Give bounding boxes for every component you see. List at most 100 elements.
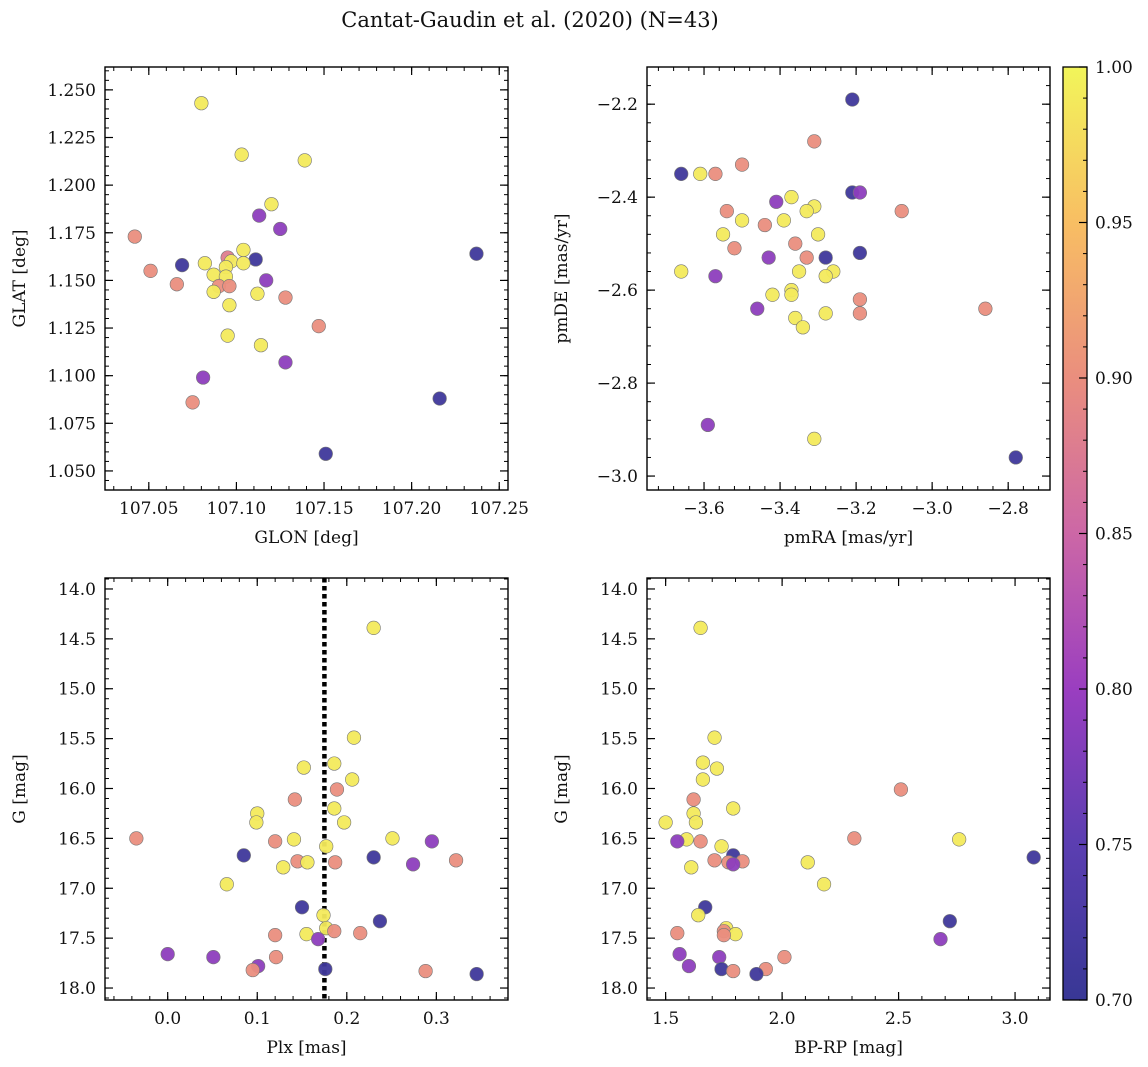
data-point <box>297 153 312 168</box>
data-point <box>818 269 833 284</box>
data-point <box>799 250 814 265</box>
y-tick-label: 16.0 <box>600 780 638 800</box>
data-point <box>757 217 772 233</box>
data-point <box>366 620 381 635</box>
data-point <box>248 252 263 267</box>
data-point <box>469 966 484 982</box>
y-tick-label: 15.5 <box>600 730 638 750</box>
data-point <box>245 962 260 978</box>
axes-frame <box>104 66 509 491</box>
panel-glon-glat: 107.05 107.10 107.15 107.20 107.25 1.050 1.075… <box>10 66 529 548</box>
data-point <box>709 761 724 776</box>
data-point <box>691 908 706 923</box>
data-point <box>776 213 791 228</box>
x-axis-label: BP-RP [mag] <box>794 1038 903 1058</box>
axes-frame <box>104 577 509 1001</box>
data-point <box>286 832 302 847</box>
y-tick-label: 17.0 <box>600 879 638 899</box>
x-tick-label: −3.0 <box>912 499 953 519</box>
data-point <box>278 290 293 305</box>
data-point <box>695 772 711 787</box>
data-point <box>670 926 685 941</box>
x-axis-label: GLON [deg] <box>254 528 358 548</box>
data-point <box>366 850 381 865</box>
data-point <box>174 258 190 273</box>
data-point <box>268 950 284 965</box>
axes-frame <box>646 66 1051 491</box>
y-tick-label: 14.0 <box>58 580 96 600</box>
data-point <box>952 832 967 847</box>
data-point <box>278 355 293 370</box>
data-point <box>726 801 741 816</box>
data-point <box>942 914 957 929</box>
data-point <box>712 950 727 965</box>
y-tick-label: 16.0 <box>58 780 96 800</box>
x-axis-label: pmRA [mas/yr] <box>784 528 913 548</box>
data-point <box>933 932 948 947</box>
data-point <box>670 834 685 849</box>
data-point <box>816 877 832 892</box>
data-point <box>777 950 792 965</box>
data-point <box>249 815 264 830</box>
y-tick-label: 18.0 <box>600 979 638 999</box>
data-point <box>726 857 741 872</box>
data-point <box>259 273 274 288</box>
x-tick-label: 3.0 <box>1002 1009 1029 1029</box>
x-tick-label: 0.2 <box>333 1009 360 1029</box>
y-tick-label: 1.200 <box>47 176 96 196</box>
y-tick-label: 1.100 <box>47 367 96 387</box>
y-tick-label: 1.250 <box>47 81 96 101</box>
data-point <box>316 908 331 923</box>
data-point <box>206 284 221 299</box>
y-axis-label: G [mag] <box>10 754 30 823</box>
data-point <box>424 834 439 849</box>
data-point <box>196 370 211 385</box>
data-point <box>708 166 723 182</box>
data-point <box>714 961 729 977</box>
data-point <box>1008 450 1023 465</box>
data-point <box>319 839 334 854</box>
y-tick-label: 14.5 <box>600 630 638 650</box>
data-point <box>1026 850 1041 865</box>
data-point <box>788 310 803 326</box>
y-tick-label: 14.5 <box>58 630 96 650</box>
y-tick-label: 18.0 <box>58 979 96 999</box>
data-point <box>734 213 750 228</box>
panel-bprp-g: 1.5 2.0 2.5 3.0 14.0 14.5 15.0 15.5 16.0 16.5 17.0… <box>552 577 1051 1058</box>
y-tick-label: 17.5 <box>58 929 96 949</box>
y-tick-label: 1.150 <box>47 271 96 291</box>
data-point <box>219 877 234 892</box>
y-tick-label: −2.8 <box>597 374 638 394</box>
data-point <box>769 194 784 209</box>
data-point <box>405 857 421 872</box>
data-point <box>894 203 909 219</box>
x-tick-label: 107.20 <box>382 499 441 519</box>
data-point <box>345 772 360 787</box>
y-tick-label: 14.0 <box>600 580 638 600</box>
data-point <box>726 963 741 979</box>
data-point <box>222 298 237 313</box>
x-tick-label: 0.0 <box>154 1009 181 1029</box>
data-point <box>750 301 765 316</box>
data-point <box>693 166 708 182</box>
data-point <box>129 831 144 846</box>
data-point <box>818 250 833 265</box>
y-tick-label: 1.125 <box>47 319 96 339</box>
x-tick-label: 0.3 <box>423 1009 450 1029</box>
data-point <box>294 900 310 915</box>
y-tick-label: −2.4 <box>597 188 638 208</box>
y-tick-label: 1.075 <box>47 414 96 434</box>
x-tick-label: −2.8 <box>988 499 1029 519</box>
data-point <box>418 963 433 979</box>
data-point <box>264 197 279 212</box>
data-point <box>185 395 200 410</box>
y-axis-label: pmDE [mas/yr] <box>552 213 572 343</box>
x-tick-label: 107.15 <box>294 499 353 519</box>
data-point <box>818 306 833 321</box>
data-point <box>700 417 715 433</box>
data-point <box>296 760 311 775</box>
data-point <box>160 947 175 962</box>
data-point <box>448 853 464 868</box>
data-point <box>749 966 764 982</box>
y-tick-label: 17.0 <box>58 879 96 899</box>
